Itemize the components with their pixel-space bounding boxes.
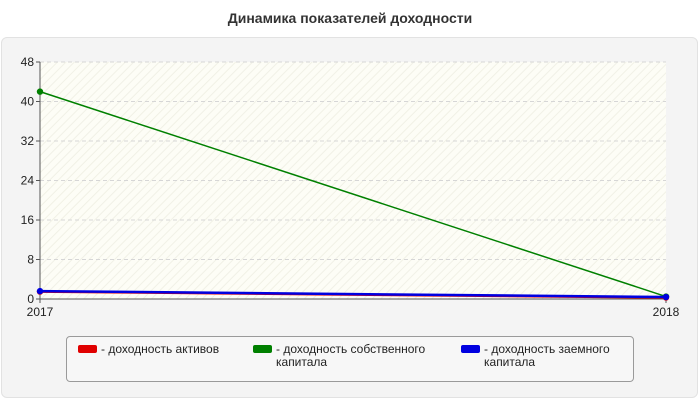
x-tick-label: 2017 (27, 305, 54, 319)
legend-item-equity: - доходность собственного капитала (253, 343, 436, 369)
legend-swatch-green (253, 345, 272, 353)
legend-item-debt: - доходность заемного капитала (461, 343, 644, 369)
series-line-1 (39, 90, 667, 298)
x-tick-label: 2018 (653, 305, 680, 319)
legend-swatch-blue (461, 345, 480, 353)
y-tick-label: 16 (21, 213, 35, 227)
legend-label-debt: - доходность заемного капитала (484, 342, 610, 369)
data-point (36, 88, 44, 95)
data-point (662, 293, 670, 301)
y-tick-label: 24 (21, 174, 35, 188)
legend-label-equity: - доходность собственного капитала (276, 342, 426, 369)
legend-label-assets: - доходность активов (101, 342, 220, 356)
data-point (36, 287, 44, 295)
y-tick-label: 40 (21, 95, 35, 109)
legend-swatch-red (78, 345, 97, 353)
series-line-2 (39, 289, 667, 299)
y-tick-label: 48 (21, 55, 35, 69)
y-tick-label: 32 (21, 134, 35, 148)
chart-title: Динамика показателей доходности (227, 10, 473, 26)
legend-item-assets: - доходность активов (78, 343, 261, 356)
y-tick-label: 0 (27, 292, 34, 306)
y-tick-label: 8 (27, 253, 34, 267)
chart-legend: - доходность активов - доходность собств… (66, 336, 634, 382)
